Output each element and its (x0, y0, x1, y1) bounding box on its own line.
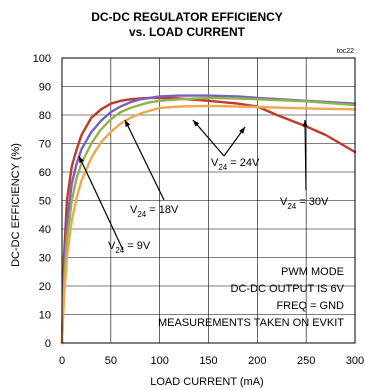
y-tick-label: 60 (39, 167, 51, 179)
label-suffix: = 30V (296, 196, 329, 208)
y-tick-label: 80 (39, 110, 51, 122)
arrow-24v-head (193, 120, 200, 127)
arrow-30v-head (302, 120, 308, 127)
test-conditions: PWM MODE DC-DC OUTPUT IS 6V FREQ = GND MEAS… (158, 266, 345, 329)
series-label-label-18v: V24 = 18V (130, 204, 179, 219)
x-tick-labels: 0 50 100 150 200 250 300 (59, 355, 364, 367)
arrow-30v (304, 119, 307, 191)
y-tick-label: 30 (39, 253, 51, 265)
chart-title-line-1: DC-DC REGULATOR EFFICIENCY (91, 10, 283, 24)
chart-title-line-2: vs. LOAD CURRENT (129, 25, 246, 39)
x-tick-label: 150 (199, 355, 217, 367)
label-prefix: V (211, 157, 219, 169)
note-line: FREQ = GND (276, 300, 344, 312)
series-line-2 (60, 96, 357, 345)
label-suffix: = 9V (124, 240, 151, 252)
y-tick-label: 0 (45, 338, 51, 350)
label-subscript: 24 (137, 210, 146, 219)
series-line-1 (60, 94, 357, 345)
note-line: MEASUREMENTS TAKEN ON EVKIT (158, 317, 344, 329)
x-tick-label: 250 (297, 355, 315, 367)
note-line: DC-DC OUTPUT IS 6V (231, 283, 345, 295)
series-label-label-9v: V24 = 9V (108, 240, 151, 255)
y-tick-label: 20 (39, 281, 51, 293)
x-axis-title: LOAD CURRENT (mA) (150, 376, 263, 388)
label-prefix: V (108, 240, 116, 252)
y-tick-label: 50 (39, 196, 51, 208)
x-tick-label: 50 (105, 355, 117, 367)
arrow-24v-b-head (239, 127, 245, 134)
figure-tag: toc22 (337, 48, 354, 55)
x-tick-label: 300 (346, 355, 364, 367)
arrow-9v-head (79, 156, 85, 163)
y-tick-label: 40 (39, 224, 51, 236)
arrow-18v-head (125, 120, 131, 127)
label-suffix: = 18V (146, 204, 179, 216)
x-tick-label: 100 (150, 355, 168, 367)
series-label-label-30v: V24 = 30V (280, 196, 329, 211)
series-line-0 (60, 96, 357, 345)
label-subscript: 24 (287, 202, 296, 211)
label-suffix: = 24V (227, 157, 260, 169)
y-tick-labels: 0 10 20 30 40 50 60 70 80 90 100 (33, 53, 51, 350)
label-prefix: V (280, 196, 288, 208)
label-prefix: V (130, 204, 138, 216)
label-subscript: 24 (115, 246, 124, 255)
plot-frame (61, 57, 356, 344)
x-tick-label: 0 (59, 355, 65, 367)
y-tick-label: 70 (39, 139, 51, 151)
y-tick-label: 10 (39, 310, 51, 322)
label-subscript: 24 (218, 163, 227, 172)
y-axis-title: DC-DC EFFICIENCY (%) (10, 143, 22, 267)
arrow-24v (192, 119, 225, 157)
note-line: PWM MODE (281, 266, 344, 278)
x-tick-label: 200 (248, 355, 266, 367)
y-tick-label: 100 (33, 53, 51, 65)
series-label-label-24v: V24 = 24V (211, 157, 260, 172)
arrow-9v (78, 155, 124, 251)
arrow-18v (124, 119, 165, 201)
y-tick-label: 90 (39, 82, 51, 94)
annotation-arrows (78, 119, 308, 251)
